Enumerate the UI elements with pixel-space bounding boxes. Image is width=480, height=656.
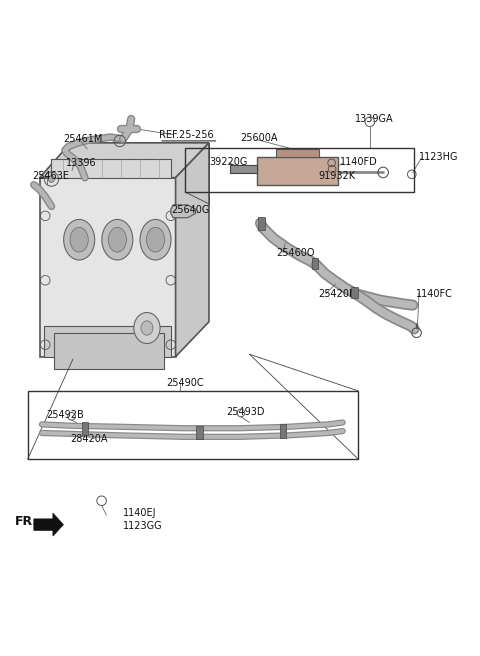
Bar — [28, 391, 359, 459]
Text: 25640G: 25640G — [171, 205, 209, 215]
Text: 1123HG: 1123HG — [419, 152, 458, 162]
Bar — [351, 287, 358, 298]
Text: 25493D: 25493D — [227, 407, 265, 417]
Text: 39220G: 39220G — [209, 157, 247, 167]
Text: 25420M: 25420M — [319, 289, 358, 298]
Bar — [258, 217, 265, 230]
Polygon shape — [39, 178, 176, 357]
Polygon shape — [230, 165, 257, 173]
Ellipse shape — [108, 228, 126, 252]
Text: 1140EJ: 1140EJ — [123, 508, 156, 518]
Ellipse shape — [134, 312, 160, 344]
Polygon shape — [44, 325, 171, 357]
Bar — [82, 422, 88, 436]
Circle shape — [48, 176, 55, 182]
Bar — [312, 258, 318, 269]
Bar — [185, 148, 414, 192]
Polygon shape — [276, 148, 319, 157]
Text: 1123GG: 1123GG — [123, 521, 163, 531]
Text: 28420A: 28420A — [71, 434, 108, 443]
Ellipse shape — [70, 228, 88, 252]
Ellipse shape — [140, 219, 171, 260]
Polygon shape — [54, 333, 164, 369]
Bar — [196, 426, 203, 440]
Polygon shape — [51, 159, 171, 178]
Ellipse shape — [141, 321, 153, 335]
Polygon shape — [171, 205, 196, 218]
Text: 91932K: 91932K — [319, 171, 356, 181]
Ellipse shape — [64, 219, 95, 260]
Text: 1339GA: 1339GA — [355, 114, 393, 124]
Polygon shape — [34, 513, 63, 536]
Text: 1140FD: 1140FD — [340, 157, 378, 167]
Polygon shape — [257, 157, 338, 185]
Polygon shape — [176, 143, 209, 357]
Text: 25463E: 25463E — [33, 171, 70, 181]
Text: 25600A: 25600A — [240, 133, 277, 143]
Text: 25461M: 25461M — [63, 134, 103, 144]
Text: 25460O: 25460O — [276, 247, 314, 258]
Polygon shape — [39, 143, 209, 178]
Text: 13396: 13396 — [66, 158, 96, 169]
Ellipse shape — [102, 219, 133, 260]
Ellipse shape — [146, 228, 165, 252]
Text: 25490C: 25490C — [166, 378, 204, 388]
Text: 25492B: 25492B — [47, 410, 84, 420]
Text: 1140FC: 1140FC — [416, 289, 453, 298]
Bar — [280, 424, 286, 438]
Text: FR.: FR. — [15, 515, 38, 528]
Text: REF.25-256: REF.25-256 — [159, 130, 214, 140]
